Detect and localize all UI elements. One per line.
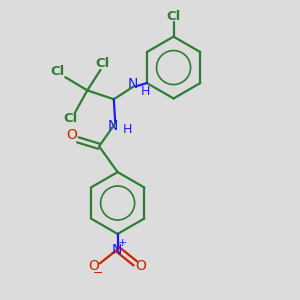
Text: −: − <box>92 267 103 280</box>
Text: +: + <box>118 238 127 248</box>
Text: Cl: Cl <box>63 112 77 125</box>
Text: Cl: Cl <box>50 65 64 78</box>
Text: H: H <box>141 85 150 98</box>
Text: H: H <box>123 123 132 136</box>
Text: N: N <box>128 77 138 92</box>
Text: O: O <box>136 259 147 273</box>
Text: Cl: Cl <box>167 10 181 23</box>
Text: O: O <box>88 259 100 273</box>
Text: N: N <box>108 119 118 133</box>
Text: N: N <box>111 243 122 257</box>
Text: O: O <box>67 128 77 142</box>
Text: Cl: Cl <box>96 57 110 70</box>
